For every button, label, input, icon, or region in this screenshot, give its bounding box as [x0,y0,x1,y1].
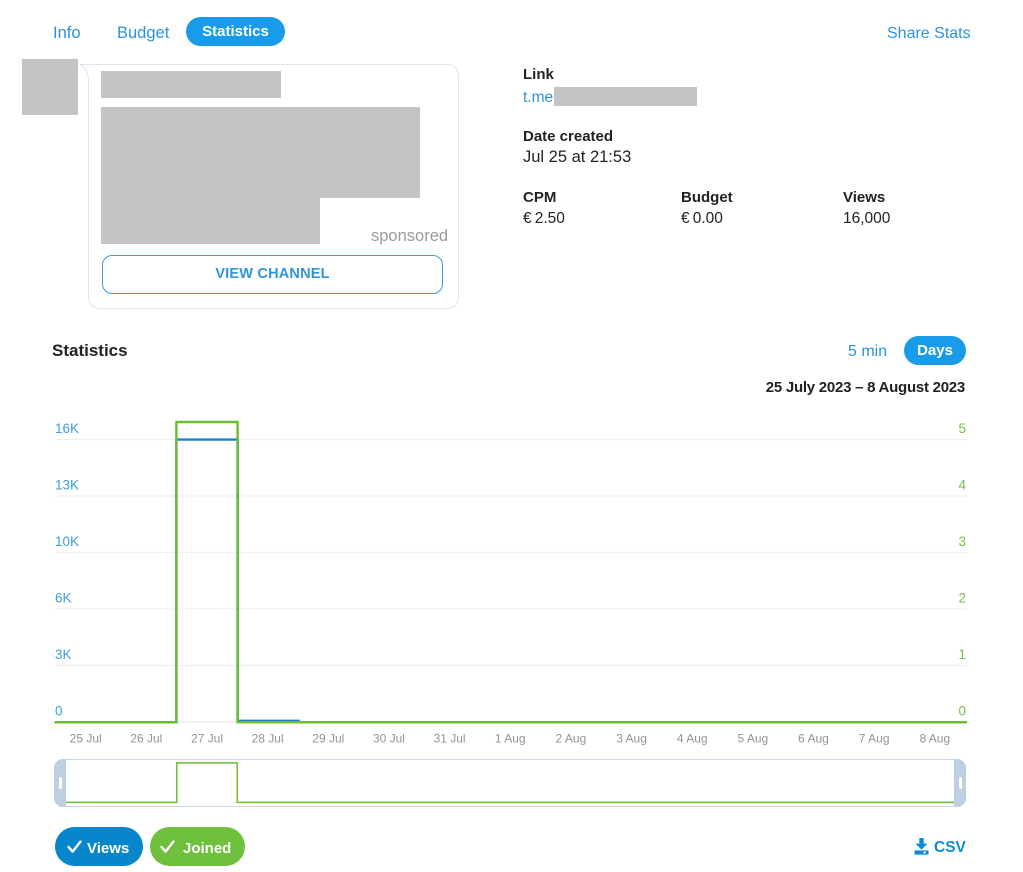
svg-text:28 Jul: 28 Jul [252,732,284,746]
svg-text:31 Jul: 31 Jul [434,732,466,746]
svg-text:26 Jul: 26 Jul [130,732,162,746]
svg-text:1: 1 [958,647,966,662]
svg-text:0: 0 [55,704,63,719]
svg-text:30 Jul: 30 Jul [373,732,405,746]
svg-text:5 Aug: 5 Aug [737,732,768,746]
svg-text:2: 2 [958,591,966,606]
svg-text:10K: 10K [55,534,79,549]
svg-text:1 Aug: 1 Aug [495,732,526,746]
svg-text:4 Aug: 4 Aug [677,732,708,746]
svg-text:4: 4 [958,478,966,493]
svg-text:0: 0 [958,704,966,719]
svg-text:8 Aug: 8 Aug [919,732,950,746]
svg-text:3K: 3K [55,647,72,662]
svg-text:6K: 6K [55,591,72,606]
svg-text:5: 5 [958,421,966,436]
svg-text:27 Jul: 27 Jul [191,732,223,746]
svg-text:3: 3 [958,534,966,549]
svg-text:3 Aug: 3 Aug [616,732,647,746]
svg-text:6 Aug: 6 Aug [798,732,829,746]
svg-text:2 Aug: 2 Aug [556,732,587,746]
svg-text:25 Jul: 25 Jul [70,732,102,746]
svg-text:16K: 16K [55,421,79,436]
svg-text:29 Jul: 29 Jul [312,732,344,746]
svg-text:7 Aug: 7 Aug [859,732,890,746]
svg-text:13K: 13K [55,478,79,493]
